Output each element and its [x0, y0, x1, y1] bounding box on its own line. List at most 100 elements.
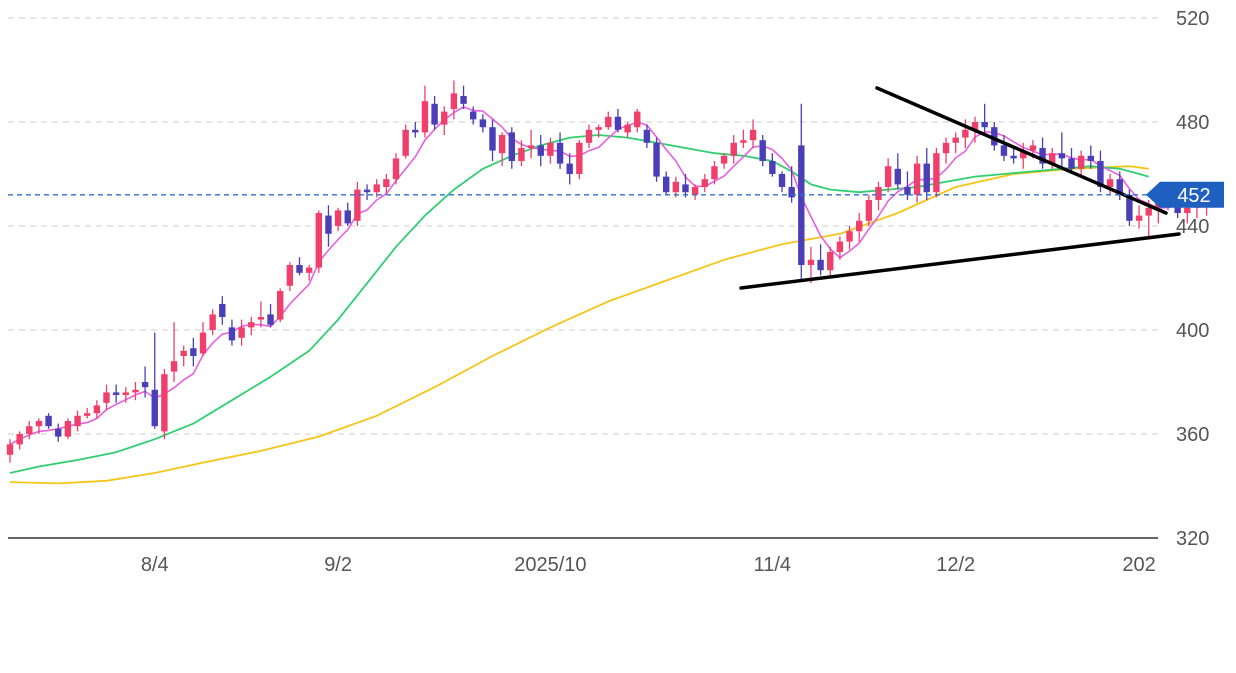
candle-body [778, 174, 786, 187]
candle [923, 148, 930, 200]
candle [296, 257, 303, 276]
candle [624, 122, 631, 138]
candle [84, 408, 91, 419]
candle-body [1029, 145, 1037, 151]
candle-body [1135, 215, 1143, 221]
candle [730, 135, 737, 164]
candle [479, 114, 487, 133]
candle-body [141, 382, 149, 388]
candle-body [170, 361, 178, 372]
candle-body [199, 332, 207, 354]
candle-body [151, 389, 158, 427]
candle [942, 137, 950, 164]
candle-body [1049, 153, 1056, 164]
candle [778, 171, 786, 193]
candle [576, 140, 583, 180]
candle-body [190, 348, 197, 356]
candle-body [315, 213, 322, 268]
candle [807, 246, 815, 284]
candle-body [913, 163, 921, 195]
candle-body [1126, 194, 1133, 221]
candle-body [277, 291, 284, 320]
candle [634, 109, 641, 133]
candle-body [344, 210, 351, 224]
candle-body [1087, 155, 1094, 161]
candle-body [730, 142, 737, 156]
candle [952, 132, 959, 154]
candle [1000, 135, 1008, 161]
candle-body [498, 135, 506, 154]
candle-body [846, 231, 853, 242]
candle-body [807, 259, 815, 265]
candle-body [827, 252, 834, 271]
candle-body [103, 392, 110, 403]
candle-body [691, 187, 699, 195]
candle [112, 384, 120, 403]
candle-body [614, 116, 622, 130]
candle-body [441, 111, 448, 125]
candle [460, 85, 467, 109]
candle-body [1039, 148, 1046, 164]
candle-body [93, 405, 101, 414]
candle-body [904, 187, 911, 195]
candle [537, 135, 544, 167]
candle [682, 174, 689, 198]
candle [315, 210, 322, 273]
candle [595, 124, 602, 138]
candle-body [740, 140, 747, 143]
candle [508, 127, 515, 169]
candle [190, 337, 197, 367]
candle-body [856, 220, 863, 232]
candle-body [769, 161, 776, 174]
candle [856, 213, 863, 242]
candle-body [518, 148, 525, 161]
candle-body [566, 163, 573, 174]
candle-body [663, 176, 670, 193]
candle-body [334, 210, 342, 226]
candle [614, 109, 622, 133]
candle [643, 124, 651, 148]
candle [489, 119, 496, 161]
candle-body [1077, 155, 1085, 169]
candle [45, 413, 52, 429]
candle [344, 202, 351, 226]
candle [219, 296, 226, 325]
y-axis-labels: 320 360 400 440 480 520 [1176, 8, 1209, 550]
candle-body [991, 127, 998, 146]
candle [151, 332, 158, 429]
candle [122, 387, 129, 403]
candle-body [1010, 155, 1017, 159]
candle-body [962, 129, 969, 138]
candle-body [875, 187, 882, 200]
candle-body [412, 129, 419, 133]
candle [421, 85, 429, 138]
candle-body [383, 179, 390, 187]
candle-body [865, 200, 873, 221]
y-tick-label-440: 440 [1176, 216, 1209, 238]
candle [325, 205, 332, 247]
candle-body [209, 314, 216, 330]
candle [498, 132, 506, 167]
candle [585, 124, 593, 148]
candle [6, 439, 14, 463]
candle [93, 400, 101, 419]
x-tick-label: 12/2 [936, 554, 975, 576]
candle-body [508, 132, 515, 161]
candle [286, 262, 294, 291]
candle [711, 161, 718, 185]
candle-body [228, 327, 236, 341]
candle [1135, 205, 1143, 229]
candle-body [74, 415, 81, 427]
candle-body [1116, 179, 1123, 195]
candle [875, 181, 882, 211]
candle-body [55, 428, 62, 437]
candle [16, 431, 23, 450]
x-tick-label: 202 [1122, 554, 1155, 576]
candle-body [26, 426, 33, 434]
candle [248, 317, 255, 336]
candle-body [1020, 150, 1027, 159]
candle [1068, 148, 1075, 174]
trendlines [739, 86, 1181, 290]
candle [450, 80, 458, 120]
grid-lines [8, 17, 1158, 539]
